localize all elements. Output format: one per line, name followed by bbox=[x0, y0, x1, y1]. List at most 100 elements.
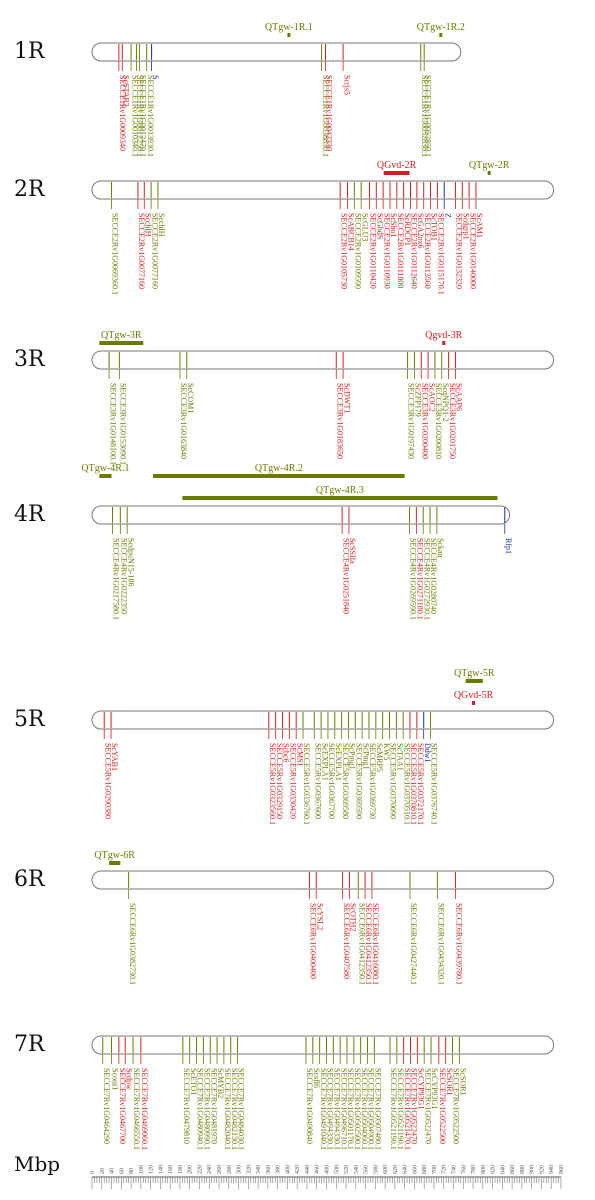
qtl-label: QTgw-3R bbox=[101, 330, 142, 341]
axis-tick-label: 460 bbox=[315, 1165, 321, 1174]
qtl-label: QTgw-1R.2 bbox=[417, 22, 465, 33]
gene-label: SECCE3Rv1G0148100.1 bbox=[108, 383, 117, 465]
gene-label: SECCE7Rv1G0501170.1 bbox=[346, 1068, 355, 1150]
gene-label: ScMYB2 bbox=[216, 1068, 225, 1098]
axis-tick-label: 160 bbox=[168, 1165, 174, 1174]
gene-label: SECCE3Rv1G0183650 bbox=[335, 383, 344, 459]
gene-label: SECCE2Rv1G0069360.1 bbox=[111, 213, 120, 295]
qtl-bar bbox=[383, 171, 410, 175]
gene-label: Scdpw bbox=[124, 1068, 133, 1090]
gene-label: SECCE3Rv1G0201750 bbox=[448, 383, 457, 459]
gene-label: SECCE2Rv1G0077160 bbox=[150, 213, 159, 289]
gene-label: Z bbox=[443, 213, 452, 218]
gene-label: SECCE1Rv1G0052830.1 bbox=[420, 75, 429, 157]
axis-tick-label: 540 bbox=[354, 1165, 360, 1174]
gene-label: SECCE5Rv1G0290380 bbox=[103, 743, 112, 819]
axis-tick-label: 840 bbox=[500, 1165, 506, 1174]
chromosome-body bbox=[91, 505, 511, 525]
axis-tick-label: 140 bbox=[158, 1165, 164, 1174]
gene-label: SECCE6Rv1G0427440.1 bbox=[409, 903, 418, 985]
qtl-label: QTgw-4R.3 bbox=[316, 485, 364, 496]
gene-label: SECCE3Rv1G0197430 bbox=[407, 383, 416, 459]
gene-label: SECCE5Rv1G0370090 bbox=[389, 743, 398, 819]
qtl-label: QGvd-2R bbox=[377, 160, 417, 171]
axis-tick-label: 760 bbox=[461, 1165, 467, 1174]
gene-label: SECCE7Rv1G0481970 bbox=[209, 1068, 218, 1144]
gene-label: SECCE3Rv1G0163840 bbox=[179, 383, 188, 459]
qtl-bar bbox=[487, 171, 491, 175]
axis-tick-label: 200 bbox=[188, 1165, 194, 1174]
gene-label: SECCE7Rv1G0490840 bbox=[305, 1068, 314, 1144]
gene-label: SECCE6Rv1G0412350.1 bbox=[357, 903, 366, 985]
axis-tick-label: 480 bbox=[324, 1165, 330, 1174]
gene-label: ScOTH2 bbox=[349, 903, 358, 931]
gene-label: ScSSIIa bbox=[348, 538, 357, 564]
gene-label: ScEXPLA1 bbox=[320, 743, 329, 781]
gene-label: ScAOC2 bbox=[427, 383, 436, 412]
axis-tick-label: 380 bbox=[276, 1165, 282, 1174]
gene-label: SECCE6Rv1G0412350.1 bbox=[364, 903, 373, 985]
gene-label: SECCE3Rv1G0200400 bbox=[420, 383, 429, 459]
gene-label: SECCE5Rv1G0376740.1 bbox=[430, 743, 439, 825]
gene-label: SECCE6Rv1G0439780.1 bbox=[455, 903, 464, 985]
gene-label: SECCE7Rv1G0521190.1 bbox=[396, 1068, 405, 1150]
gene-label: Sconi1 bbox=[111, 1068, 120, 1090]
gene-label: SECCE7Rv1G0482040.1 bbox=[223, 1068, 232, 1150]
qtl-label: QTgw-4R.2 bbox=[255, 463, 303, 474]
gene-label: SECCE4Rv1G0269590.1 bbox=[409, 538, 418, 620]
chromosome-name: 2R bbox=[14, 177, 46, 202]
qtl-bar bbox=[287, 33, 291, 37]
gene-label: SECCE3Rv1G0153090.1 bbox=[119, 383, 128, 465]
gene-label: Scsfl6 bbox=[312, 1068, 321, 1088]
gene-label: SECCE7Rv1G0507480.1 bbox=[374, 1068, 383, 1150]
gene-label: SECCE2Rv1G0110930 bbox=[382, 213, 391, 289]
gene-label: ScPmg1 bbox=[348, 743, 357, 770]
axis-tick-label: 120 bbox=[149, 1165, 155, 1174]
gene-label: SECCE1Rv1G0042330 bbox=[325, 75, 334, 151]
qtl-label: QTgw-2R bbox=[469, 160, 510, 171]
gene-label: SECCE7Rv1G0522470 bbox=[410, 1068, 419, 1144]
gene-label: SECCE4Rv1G0272930.1 bbox=[422, 538, 431, 620]
axis-tick-label: 0 bbox=[90, 1171, 96, 1174]
gene-label: ScYAB1 bbox=[110, 743, 119, 771]
gene-label: Rfp1 bbox=[504, 538, 513, 554]
gene-label: Scrjs5 bbox=[342, 75, 351, 95]
gene-label: SECCE7Rv1G0496710.1 bbox=[339, 1068, 348, 1150]
gene-label: SECCE5Rv1G0369730 bbox=[368, 743, 377, 819]
axis-tick-label: 880 bbox=[520, 1165, 526, 1174]
gene-label: SECCE7Rv1G0464290 bbox=[102, 1068, 111, 1144]
gene-label: SECCE1Rv1G0010340.1 bbox=[130, 75, 139, 157]
gene-label: SECCE2Rv1G0115170.1 bbox=[437, 213, 446, 295]
chromosome-body bbox=[91, 180, 555, 200]
qtl-bar bbox=[99, 474, 112, 478]
axis-tick-label: 240 bbox=[207, 1165, 213, 1174]
axis-tick-label: 500 bbox=[334, 1165, 340, 1174]
gene-label: SECCE7Rv1G0522500 bbox=[452, 1068, 461, 1144]
gene-label: ScSOR1 bbox=[445, 1068, 454, 1096]
gene-label: SECCE7Rv1G0482130.1 bbox=[230, 1068, 239, 1150]
axis-tick-label: 700 bbox=[432, 1165, 438, 1174]
gene-label: ScDWT1 bbox=[342, 383, 351, 413]
axis-tick-label: 220 bbox=[197, 1165, 203, 1174]
qtl-bar bbox=[99, 341, 144, 345]
gene-label: SECCE2Rv1G0105730 bbox=[339, 213, 348, 289]
gene-label: SECCE6Rv1G0407580 bbox=[342, 903, 351, 979]
gene-label: SECCE6Rv1G0382730.1 bbox=[128, 903, 137, 985]
chromosome-body bbox=[91, 870, 555, 890]
chromosome-body bbox=[91, 42, 462, 62]
gene-label: ScETO1 bbox=[189, 1068, 198, 1095]
gene-label: SECCE7Rv1G0466550.1 bbox=[132, 1068, 141, 1150]
gene-label: SECCE1Rv1G0012470.1 bbox=[139, 75, 148, 157]
gene-label: ScGLU3 bbox=[360, 213, 369, 241]
axis-tick-label: 860 bbox=[510, 1165, 516, 1174]
axis-tick-label: 720 bbox=[442, 1165, 448, 1174]
gene-label: ScchlH bbox=[157, 213, 166, 237]
axis-tick-label: 440 bbox=[305, 1165, 311, 1174]
gene-label: ScGhdS bbox=[375, 213, 384, 239]
chromosome-name: 6R bbox=[14, 867, 46, 892]
axis-tick-label: 820 bbox=[491, 1165, 497, 1174]
qtl-bar bbox=[182, 496, 498, 500]
gene-label: SECCE3Rv1G0200810 bbox=[434, 383, 443, 459]
gene-label: SECCE7Rv1G0522470 bbox=[423, 1068, 432, 1144]
qtl-bar bbox=[442, 341, 446, 345]
